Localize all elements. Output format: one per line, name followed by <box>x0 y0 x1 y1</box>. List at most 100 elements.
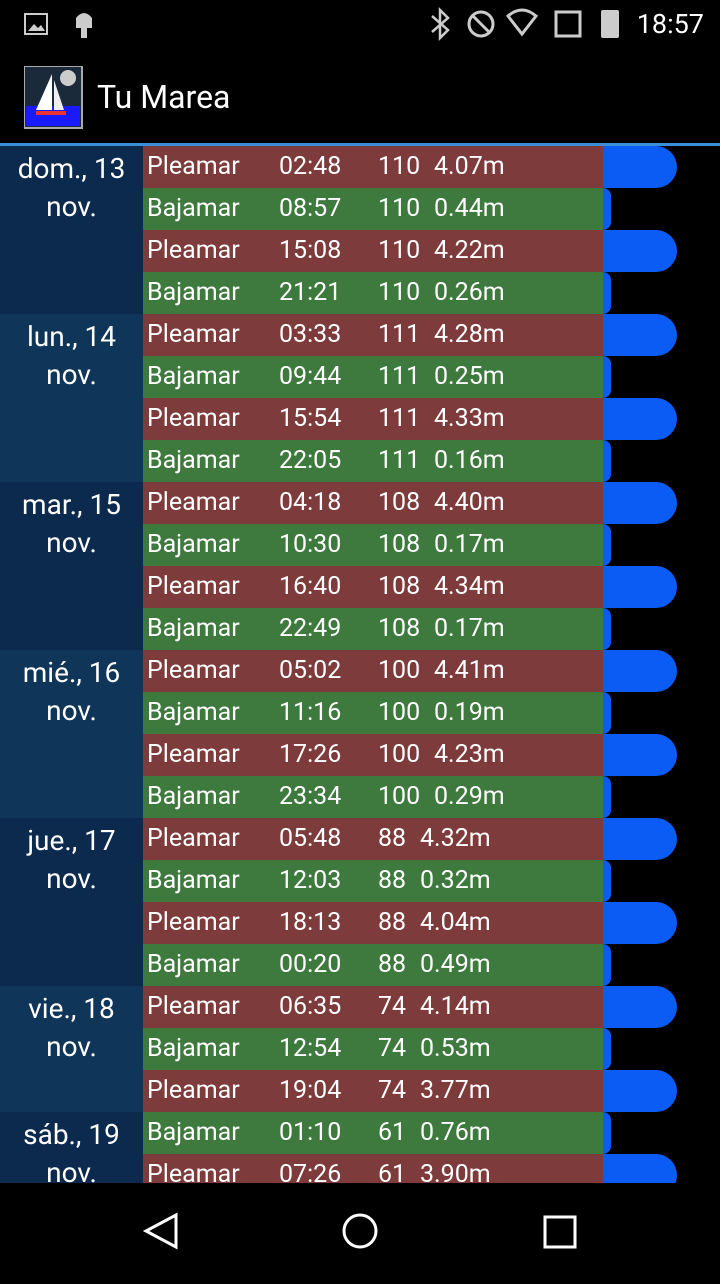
tide-cells: Pleamar 05:48 88 4.32m <box>143 818 603 860</box>
wave-shape <box>603 230 677 272</box>
wave-shape <box>603 818 677 860</box>
tide-height: 4.04m <box>420 908 491 937</box>
tide-coefficient: 111 <box>378 362 421 391</box>
day: jue., 17 nov. Pleamar 05:48 88 4.32m Bajamar 1… <box>0 818 720 986</box>
tide-time: 12:54 <box>279 1034 342 1063</box>
tide-time: 08:57 <box>279 194 342 223</box>
tide-coefficient: 88 <box>378 950 407 979</box>
tide-coefficient: 88 <box>378 866 407 895</box>
tide-cells: Pleamar 19:04 74 3.77m <box>143 1070 603 1112</box>
tide-cells: Bajamar 21:21 110 0.26m <box>143 272 603 314</box>
tide-height: 4.23m <box>434 740 505 769</box>
recents-button[interactable] <box>543 1215 577 1249</box>
tide-coefficient: 111 <box>378 446 421 475</box>
wave-shape <box>603 314 677 356</box>
tide-height: 0.25m <box>434 362 505 391</box>
wave-shape <box>603 356 611 398</box>
tide-cells: Pleamar 07:26 61 3.90m <box>143 1154 603 1183</box>
tide-type: Bajamar <box>147 530 240 559</box>
tide-coefficient: 110 <box>378 278 421 307</box>
app-icon <box>24 66 83 129</box>
tide-height: 4.33m <box>434 404 505 433</box>
tide-type: Pleamar <box>147 656 240 685</box>
tide-height: 4.07m <box>434 152 505 181</box>
wave-shape <box>603 608 611 650</box>
tide-wave <box>603 272 720 314</box>
wave-shape <box>603 650 677 692</box>
tide-type: Bajamar <box>147 446 240 475</box>
tide-coefficient: 100 <box>378 782 421 811</box>
day: mar., 15 nov. Pleamar 04:18 108 4.40m Bajamar… <box>0 482 720 650</box>
tide-type: Pleamar <box>147 824 240 853</box>
tide-coefficient: 61 <box>378 1118 407 1147</box>
tide-height: 3.77m <box>420 1076 491 1105</box>
tide-height: 0.53m <box>420 1034 491 1063</box>
home-button[interactable] <box>342 1213 378 1249</box>
tide-coefficient: 88 <box>378 824 407 853</box>
tide-wave <box>603 188 720 230</box>
tide-time: 23:34 <box>279 782 342 811</box>
tide-wave <box>603 440 720 482</box>
tide-coefficient: 108 <box>378 488 421 517</box>
tide-type: Bajamar <box>147 1034 240 1063</box>
tide-time: 19:04 <box>279 1076 342 1105</box>
tide-wave <box>603 1028 720 1070</box>
wave-shape <box>603 398 677 440</box>
tide-height: 4.28m <box>434 320 505 349</box>
wave-shape <box>603 524 611 566</box>
day-label: jue., 17 nov. <box>0 818 143 986</box>
day-label: dom., 13 nov. <box>0 146 143 314</box>
wave-shape <box>603 860 611 902</box>
tide-time: 03:33 <box>279 320 342 349</box>
tide-row: Bajamar 22:05 111 0.16m <box>143 440 720 482</box>
tide-list: dom., 13 nov. Pleamar 02:48 110 4.07m Bajamar… <box>0 146 720 1183</box>
tide-time: 07:26 <box>279 1160 342 1183</box>
tide-height: 4.14m <box>420 992 491 1021</box>
tide-time: 06:35 <box>279 992 342 1021</box>
tide-coefficient: 100 <box>378 698 421 727</box>
battery-icon <box>601 10 619 38</box>
tide-height: 0.19m <box>434 698 505 727</box>
tide-row: Pleamar 06:35 74 4.14m <box>143 986 720 1028</box>
wave-shape <box>603 482 677 524</box>
tide-cells: Bajamar 01:10 61 0.76m <box>143 1112 603 1154</box>
day-rows: Bajamar 01:10 61 0.76m Pleamar 07:26 61 3.90m <box>143 1112 720 1183</box>
tide-cells: Bajamar 10:30 108 0.17m <box>143 524 603 566</box>
tide-row: Bajamar 21:21 110 0.26m <box>143 272 720 314</box>
wave-shape <box>603 1028 611 1070</box>
tide-wave <box>603 146 720 188</box>
tide-coefficient: 110 <box>378 236 421 265</box>
tide-cells: Bajamar 12:54 74 0.53m <box>143 1028 603 1070</box>
wave-shape <box>603 692 611 734</box>
tide-type: Pleamar <box>147 908 240 937</box>
tide-wave <box>603 776 720 818</box>
tide-cells: Pleamar 02:48 110 4.07m <box>143 146 603 188</box>
tide-cells: Bajamar 00:20 88 0.49m <box>143 944 603 986</box>
tide-time: 04:18 <box>279 488 342 517</box>
tide-wave <box>603 734 720 776</box>
tide-cells: Bajamar 09:44 111 0.25m <box>143 356 603 398</box>
tide-cells: Pleamar 16:40 108 4.34m <box>143 566 603 608</box>
tide-height: 0.26m <box>434 278 505 307</box>
tide-row: Bajamar 08:57 110 0.44m <box>143 188 720 230</box>
app-bar: Tu Marea <box>0 48 720 146</box>
tide-time: 01:10 <box>279 1118 342 1147</box>
wave-shape <box>603 902 677 944</box>
tide-time: 10:30 <box>279 530 342 559</box>
tide-type: Pleamar <box>147 1076 240 1105</box>
tide-time: 17:26 <box>279 740 342 769</box>
back-button[interactable] <box>142 1212 178 1250</box>
tide-type: Pleamar <box>147 572 240 601</box>
tide-coefficient: 74 <box>378 1076 407 1105</box>
tide-cells: Bajamar 22:49 108 0.17m <box>143 608 603 650</box>
tide-time: 15:54 <box>279 404 342 433</box>
day-rows: Pleamar 05:48 88 4.32m Bajamar 12:03 88 0.32m Pl… <box>143 818 720 986</box>
tide-type: Pleamar <box>147 152 240 181</box>
day-rows: Pleamar 04:18 108 4.40m Bajamar 10:30 108 0.17m… <box>143 482 720 650</box>
tide-row: Bajamar 12:54 74 0.53m <box>143 1028 720 1070</box>
tide-row: Bajamar 22:49 108 0.17m <box>143 608 720 650</box>
image-icon <box>24 13 48 35</box>
tide-type: Pleamar <box>147 236 240 265</box>
tide-height: 4.22m <box>434 236 505 265</box>
tide-wave <box>603 398 720 440</box>
